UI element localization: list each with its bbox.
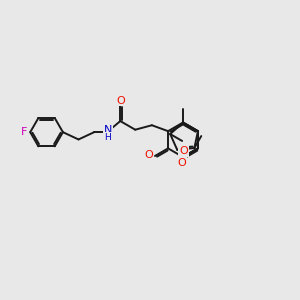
Text: O: O [178, 158, 187, 168]
Text: F: F [20, 127, 27, 137]
Text: H: H [105, 133, 111, 142]
Text: O: O [116, 95, 125, 106]
Text: O: O [145, 150, 153, 161]
Text: N: N [104, 125, 112, 135]
Text: O: O [179, 146, 188, 156]
